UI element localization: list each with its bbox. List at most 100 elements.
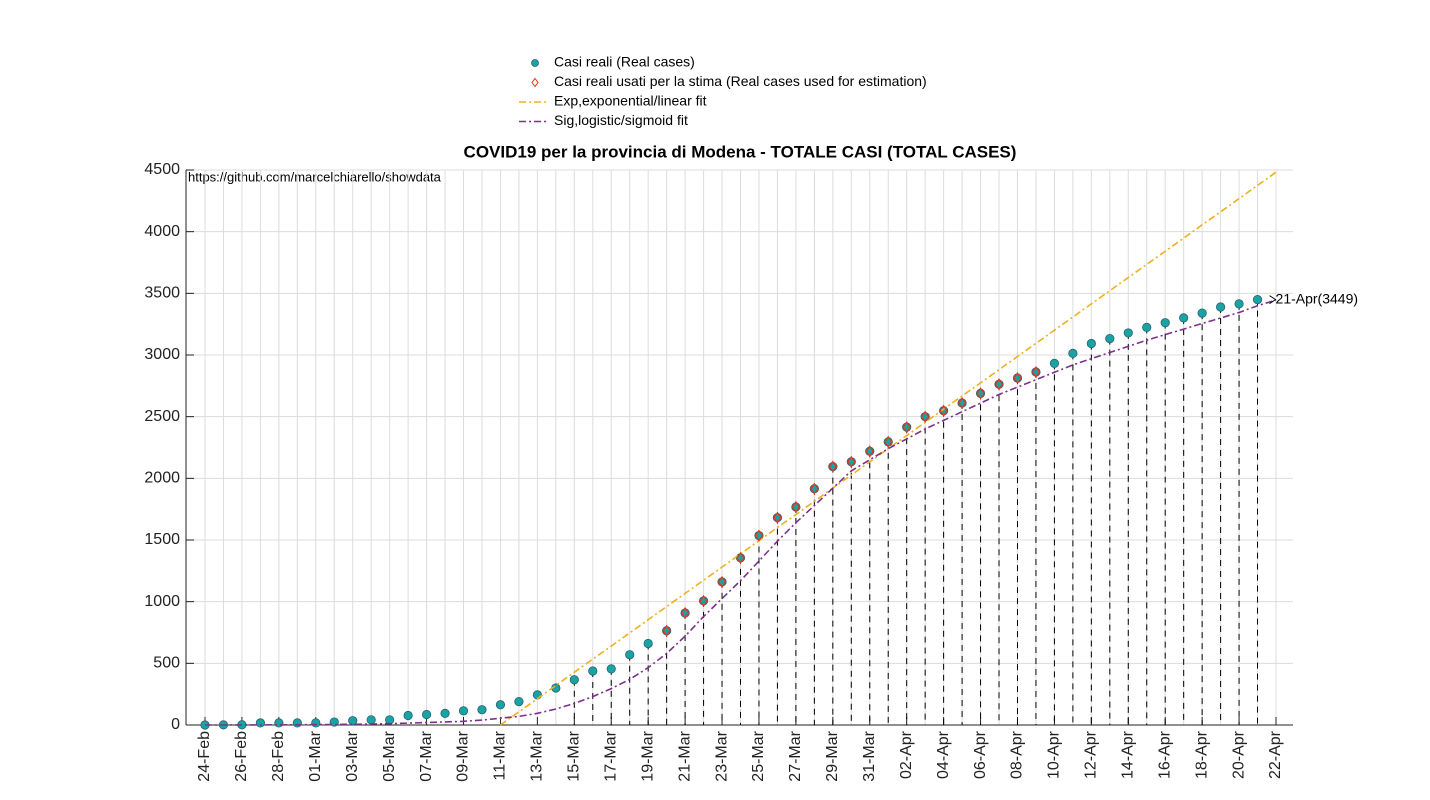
fit-line [205,299,1277,726]
x-tick-label: 06-Apr [972,730,989,779]
x-tick-label: 10-Apr [1046,730,1063,779]
legend-marker [531,77,539,88]
data-point [902,421,911,434]
legend-label: Casi reali (Real cases) [554,54,695,70]
x-tick-label: 15-Mar [566,730,583,781]
chart-title: COVID19 per la provincia di Modena - TOT… [464,142,1017,161]
data-point [1179,313,1189,323]
data-point [791,500,801,513]
data-point [1142,322,1152,332]
data-point [1216,302,1226,312]
data-point [957,396,967,410]
data-point [588,666,598,676]
data-point [311,718,321,728]
x-tick-label: 25-Mar [750,730,767,781]
data-point [736,551,745,564]
source-note: https://github.com/marcelchiarello/showd… [188,169,442,184]
x-tick-label: 05-Mar [381,730,398,781]
x-tick-label: 17-Mar [602,730,619,781]
y-tick-label: 0 [171,716,180,733]
x-tick-label: 01-Mar [307,730,324,781]
y-tick-label: 1500 [144,531,180,548]
data-point [625,650,635,660]
x-tick-label: 08-Apr [1009,730,1026,779]
data-point [920,410,930,423]
x-tick-label: 29-Mar [824,730,841,781]
data-point [514,696,524,707]
data-point [1234,299,1244,309]
data-point [348,716,358,726]
y-tick-label: 3000 [144,346,180,363]
y-tick-label: 3500 [144,285,180,302]
fit-line [499,171,1277,726]
x-tick-label: 27-Mar [787,730,804,781]
data-point [421,709,432,720]
y-tick-label: 2500 [144,408,180,425]
data-point [366,715,376,725]
x-tick-label: 07-Mar [418,730,435,781]
data-point [255,718,265,728]
x-tick-label: 24-Feb [196,731,213,782]
data-point [1013,372,1022,385]
x-tick-label: 26-Feb [233,731,250,782]
x-tick-label: 13-Mar [529,730,546,781]
x-tick-label: 28-Feb [270,731,287,782]
annotation-arrow [1269,295,1277,305]
x-tick-label: 21-Mar [676,730,693,781]
data-point [1068,348,1078,358]
data-point [643,638,653,649]
data-point [939,404,948,417]
y-tick-label: 2000 [144,470,180,487]
data-point [847,455,856,468]
x-tick-label: 16-Apr [1156,730,1173,779]
data-point [1160,318,1170,328]
x-tick-label: 19-Mar [639,730,656,781]
x-tick-label: 23-Mar [713,730,730,781]
x-tick-label: 11-Mar [492,730,509,780]
data-point [662,624,671,637]
data-point [606,664,616,674]
data-point [440,708,450,719]
x-tick-label: 14-Apr [1119,730,1136,779]
data-point [680,606,690,620]
x-tick-label: 31-Mar [861,730,878,781]
data-point [1086,338,1096,349]
data-point [865,445,874,458]
data-point [754,529,764,542]
x-tick-label: 22-Apr [1267,730,1284,779]
y-tick-label: 4000 [144,223,180,240]
annotation: 21-Apr(3449) [1276,290,1359,306]
data-point [1252,295,1263,305]
data-point [1197,308,1207,318]
y-tick-label: 1000 [144,593,180,610]
data-point [1049,358,1060,368]
data-point [717,575,727,588]
x-tick-label: 09-Mar [455,730,472,781]
x-tick-label: 04-Apr [935,730,952,779]
data-point [403,710,413,721]
data-point [810,482,819,495]
x-tick-label: 12-Apr [1083,730,1100,779]
data-point [699,594,708,607]
data-point [458,706,469,716]
data-point [994,378,1004,391]
data-point [385,715,395,725]
y-tick-label: 4500 [144,161,180,178]
data-point [477,705,487,715]
data-point [569,675,579,685]
data-point [1105,333,1115,344]
data-point [1123,328,1133,338]
data-point [976,387,985,400]
data-point [828,460,838,473]
legend-label: Sig,logistic/sigmoid fit [554,112,688,128]
y-tick-label: 500 [153,655,180,672]
legend-label: Exp,exponential/linear fit [554,93,707,109]
data-point [773,511,782,524]
x-tick-label: 02-Apr [898,730,915,779]
data-point [495,700,506,710]
x-tick-label: 18-Apr [1193,730,1210,779]
x-tick-label: 20-Apr [1230,730,1247,779]
legend-label: Casi reali usati per la stima (Real case… [554,73,927,89]
legend-marker [531,59,539,67]
